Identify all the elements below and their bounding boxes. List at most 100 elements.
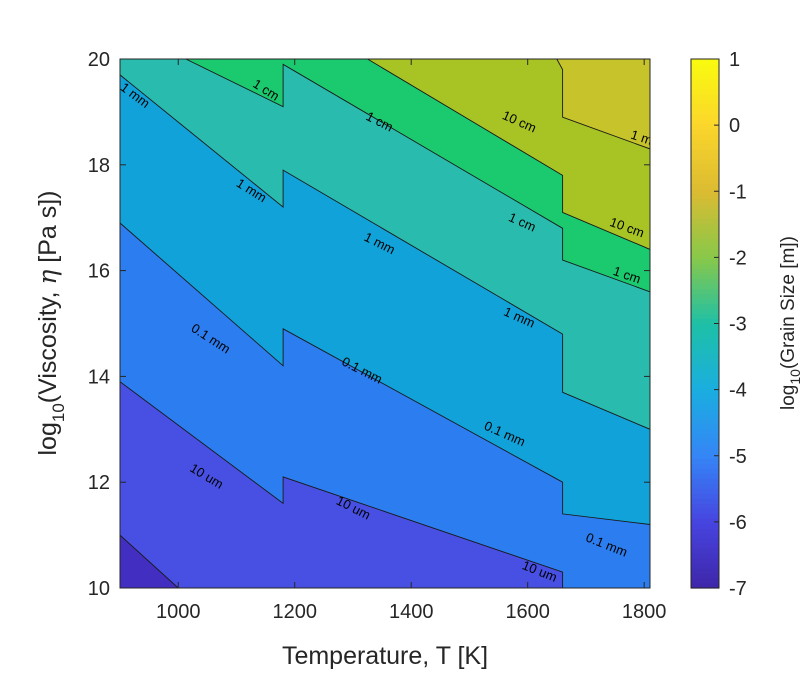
- colorbar-strip: [691, 88, 719, 95]
- colorbar-strip: [691, 513, 719, 519]
- colorbar-strip: [691, 138, 719, 145]
- colorbar-strip: [691, 518, 719, 524]
- colorbar-tick-label: -4: [729, 380, 747, 402]
- colorbar-strip: [691, 248, 719, 255]
- colorbar-strip: [691, 403, 719, 409]
- colorbar-strip: [691, 323, 719, 330]
- colorbar-tick-label: 0: [729, 115, 740, 137]
- colorbar-strip: [691, 423, 719, 429]
- colorbar-strip: [691, 59, 719, 65]
- x-tick-label: 1400: [389, 601, 434, 623]
- colorbar-strip: [691, 173, 719, 180]
- colorbar-strip: [691, 453, 719, 459]
- colorbar-strip: [691, 543, 719, 549]
- contour-line: [120, 74, 650, 430]
- colorbar-strip: [691, 258, 719, 265]
- colorbar-strip: [691, 583, 719, 589]
- y-tick-label: 12: [88, 472, 110, 494]
- colorbar-strip: [691, 448, 719, 454]
- colorbar-strip: [691, 413, 719, 419]
- colorbar-strip: [691, 523, 719, 529]
- colorbar-strip: [691, 198, 719, 205]
- colorbar-strip: [691, 78, 719, 85]
- colorbar-strip: [691, 298, 719, 305]
- colorbar-strip: [691, 528, 719, 534]
- x-axis-label: Temperature, T [K]: [282, 642, 488, 670]
- colorbar-strip: [691, 563, 719, 569]
- colorbar-strip: [691, 443, 719, 449]
- colorbar-strip: [691, 83, 719, 90]
- colorbar-strip: [691, 378, 719, 384]
- contour-bands: [120, 59, 650, 588]
- colorbar-strip: [691, 398, 719, 404]
- colorbar-strip: [691, 273, 719, 280]
- colorbar-strip: [691, 158, 719, 165]
- colorbar-strip: [691, 118, 719, 125]
- colorbar-strip: [691, 223, 719, 230]
- y-axis-label-text: (Viscosity,: [34, 285, 62, 404]
- contour-line: [120, 534, 179, 588]
- colorbar-strip: [691, 303, 719, 310]
- colorbar-strip: [691, 103, 719, 110]
- x-tick-label: 1600: [505, 601, 550, 623]
- colorbar-strip: [691, 313, 719, 320]
- y-axis-ticks: 10 12 14 16 18 20: [88, 49, 650, 600]
- colorbar-tick-label: -7: [729, 578, 747, 600]
- colorbar-strip: [691, 568, 719, 574]
- colorbar-strip: [691, 328, 719, 335]
- colorbar-strip: [691, 438, 719, 444]
- colorbar-tick-label: -5: [729, 446, 747, 468]
- colorbar-strip: [691, 408, 719, 414]
- colorbar-label-subscript: 10: [787, 369, 803, 385]
- x-axis-ticks: 1000 1200 1400 1600 1800: [156, 59, 666, 623]
- colorbar-strip: [691, 148, 719, 155]
- colorbar-tick-label: -3: [729, 314, 747, 336]
- y-tick-label: 10: [88, 578, 110, 600]
- colorbar-strip: [691, 463, 719, 469]
- colorbar-strip: [691, 533, 719, 539]
- colorbar-strip: [691, 388, 719, 394]
- colorbar-strip: [691, 473, 719, 479]
- colorbar-strip: [691, 458, 719, 464]
- y-tick-label: 18: [88, 155, 110, 177]
- colorbar-label-suffix: (Grain Size [m]): [778, 236, 799, 369]
- colorbar-strip: [691, 93, 719, 100]
- contour-band: [556, 59, 650, 149]
- colorbar-strip: [691, 153, 719, 160]
- colorbar-strip: [691, 383, 719, 389]
- colorbar-tick-label: -2: [729, 247, 747, 269]
- colorbar-strip: [691, 293, 719, 300]
- colorbar-tick-label: 1: [729, 49, 740, 71]
- colorbar-strip: [691, 393, 719, 399]
- y-tick-label: 16: [88, 261, 110, 283]
- colorbar-strip: [691, 488, 719, 494]
- colorbar-strip: [691, 468, 719, 474]
- colorbar-strip: [691, 548, 719, 554]
- colorbar-strip: [691, 368, 719, 375]
- colorbar-strip: [691, 553, 719, 559]
- colorbar-strip: [691, 193, 719, 200]
- x-tick-label: 1800: [622, 601, 667, 623]
- colorbar-label: log10(Grain Size [m]): [778, 236, 803, 410]
- colorbar-strip: [691, 338, 719, 345]
- y-axis-label-suffix: [Pa s]): [34, 190, 62, 269]
- colorbar-strip: [691, 233, 719, 240]
- contour-line: [556, 59, 650, 150]
- colorbar-strip: [691, 188, 719, 195]
- contour-line: [367, 59, 650, 250]
- colorbar-strip: [691, 538, 719, 544]
- colorbar-strip: [691, 253, 719, 260]
- colorbar-strip: [691, 283, 719, 290]
- colorbar-strip: [691, 558, 719, 564]
- colorbar-strip: [691, 358, 719, 365]
- colorbar-strip: [691, 68, 719, 75]
- colorbar-strip: [691, 163, 719, 170]
- contour-label: 1 m: [629, 127, 654, 148]
- colorbar-strip: [691, 493, 719, 499]
- colorbar-strip: [691, 578, 719, 584]
- colorbar-strip: [691, 478, 719, 484]
- colorbar-strip: [691, 108, 719, 115]
- colorbar-strip: [691, 208, 719, 215]
